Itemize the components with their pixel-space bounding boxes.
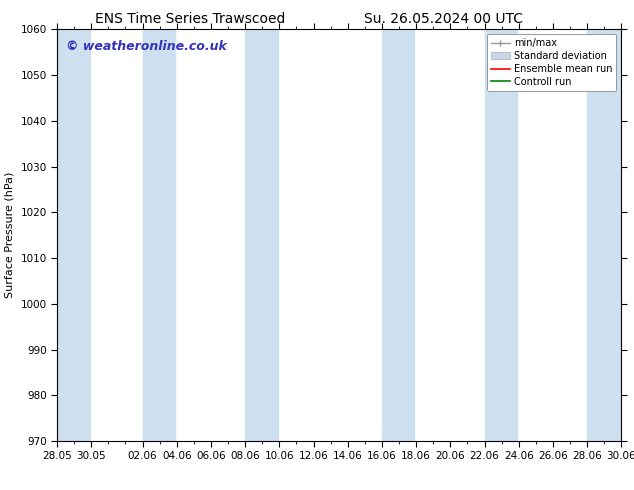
Legend: min/max, Standard deviation, Ensemble mean run, Controll run: min/max, Standard deviation, Ensemble me…: [487, 34, 616, 91]
Bar: [143, 29, 175, 441]
Y-axis label: Surface Pressure (hPa): Surface Pressure (hPa): [5, 172, 15, 298]
Bar: [484, 29, 517, 441]
Bar: [57, 29, 89, 441]
Bar: [587, 29, 621, 441]
Text: ENS Time Series Trawscoed: ENS Time Series Trawscoed: [95, 12, 285, 26]
Text: © weatheronline.co.uk: © weatheronline.co.uk: [65, 40, 226, 53]
Bar: [245, 29, 278, 441]
Text: Su. 26.05.2024 00 UTC: Su. 26.05.2024 00 UTC: [365, 12, 523, 26]
Bar: [382, 29, 415, 441]
